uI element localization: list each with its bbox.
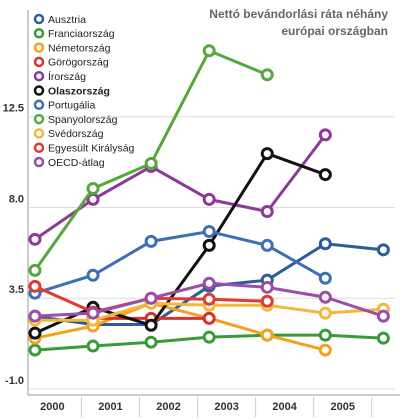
legend-marker [33, 128, 45, 139]
y-tick-label: 12.5 [3, 103, 24, 115]
data-point [28, 326, 42, 340]
data-point [144, 291, 158, 305]
legend-label: Franciaország [48, 28, 115, 40]
legend-label: Olaszország [48, 85, 110, 97]
x-tick-label: 2001 [98, 401, 122, 413]
y-tick-label: 3.5 [9, 284, 24, 296]
data-point [260, 147, 274, 161]
legend-marker [33, 42, 45, 53]
data-point [28, 343, 42, 357]
data-point [86, 268, 100, 282]
legend-marker [33, 156, 45, 168]
x-tick-label: 2005 [330, 401, 354, 413]
x-tick-label: 2003 [214, 401, 238, 413]
data-point [318, 128, 332, 142]
data-point [144, 156, 158, 170]
data-point [260, 238, 274, 252]
legend-label: Írország [48, 70, 86, 83]
data-point [202, 224, 216, 238]
data-point [202, 292, 216, 306]
data-point [260, 294, 274, 308]
legend-label: Egyesült Királyság [48, 142, 135, 154]
legend-marker [33, 56, 45, 68]
data-point [202, 330, 216, 344]
data-point [202, 238, 216, 252]
legend-marker [33, 13, 45, 25]
legend-label: Svédország [48, 128, 104, 140]
legend-marker [33, 142, 45, 153]
data-point [376, 309, 390, 323]
data-point [202, 44, 216, 58]
legend-marker [33, 28, 45, 39]
data-point [28, 232, 42, 246]
data-point [28, 263, 42, 277]
data-point [318, 237, 332, 251]
data-point [318, 271, 332, 285]
legend-marker [33, 99, 45, 111]
legend-marker [33, 113, 45, 125]
data-point [86, 182, 100, 196]
data-point [86, 306, 100, 320]
chart-title: európai országban [281, 24, 388, 38]
data-point [86, 339, 100, 353]
legend-label: Spanyolország [48, 114, 118, 126]
legend-label: Németország [48, 42, 111, 54]
data-point [260, 280, 274, 294]
series-line [34, 301, 326, 352]
data-point [202, 276, 216, 290]
legend-label: Portugália [48, 100, 95, 112]
series-line [34, 229, 327, 295]
data-point [318, 343, 332, 357]
legend-marker [33, 70, 45, 82]
data-point [144, 335, 158, 349]
data-point [260, 205, 274, 218]
x-tick-label: 2002 [156, 401, 180, 413]
data-point [202, 192, 216, 206]
x-tick-label: 2000 [40, 401, 64, 413]
legend-label: Görögország [48, 57, 109, 69]
data-point [318, 306, 332, 320]
data-point [318, 328, 332, 342]
y-tick-label: -1.0 [5, 375, 24, 387]
legend-label: Ausztria [48, 14, 86, 26]
data-point [202, 311, 216, 325]
data-point [318, 168, 332, 182]
data-point [260, 68, 274, 82]
series-line [34, 151, 326, 335]
data-point [144, 318, 158, 332]
x-tick-label: 2004 [272, 401, 297, 413]
data-point [318, 290, 332, 304]
data-point [376, 331, 390, 345]
legend-label: OECD-átlag [48, 157, 105, 169]
y-tick-label: 8.0 [9, 193, 24, 205]
series-line [34, 133, 327, 241]
chart-title: Nettó bevándorlási ráta néhány [209, 7, 388, 21]
data-point [144, 234, 158, 248]
data-point [28, 279, 42, 293]
data-point [376, 243, 390, 257]
legend-marker [33, 85, 45, 96]
data-point [260, 328, 274, 342]
data-point [28, 309, 42, 323]
